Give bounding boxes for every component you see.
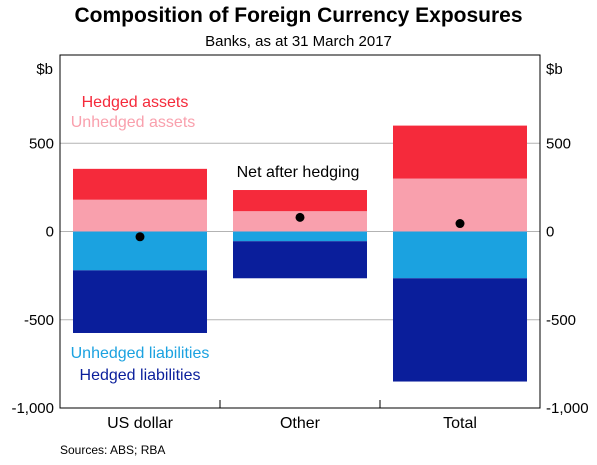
legend-unhedged-assets: Unhedged assets <box>71 114 196 131</box>
plot-frame <box>59 54 541 409</box>
y-tick-label-right: -1,000 <box>546 400 589 417</box>
y-unit-right: $b <box>546 61 563 78</box>
y-tick-label-left: 0 <box>46 224 54 241</box>
net-position-dot <box>135 232 145 242</box>
bar-segment <box>233 241 367 279</box>
bar-segment <box>393 231 527 279</box>
legend-net-after-hedging: Net after hedging <box>237 164 360 181</box>
y-tick-label-right: 0 <box>546 224 554 241</box>
y-tick-label-right: -500 <box>546 312 576 329</box>
bar-segment <box>393 278 527 382</box>
bar-segment <box>73 168 207 200</box>
y-tick-label-left: -500 <box>24 312 54 329</box>
legend-hedged-liabilities: Hedged liabilities <box>80 367 201 384</box>
legend-unhedged-liabilities: Unhedged liabilities <box>71 345 210 362</box>
bar-segment <box>233 231 367 242</box>
chart-source: Sources: ABS; RBA <box>60 443 166 457</box>
y-tick-label-right: 500 <box>546 135 571 152</box>
x-category-label: Total <box>443 415 477 432</box>
x-category-label: Other <box>280 415 321 432</box>
x-category-label: US dollar <box>107 415 173 432</box>
chart-title: Composition of Foreign Currency Exposure… <box>74 4 523 27</box>
legend-hedged-assets: Hedged assets <box>82 94 189 111</box>
bar-segment <box>73 270 207 333</box>
bar-segment <box>233 190 367 212</box>
y-tick-label-left: 500 <box>29 135 54 152</box>
bar-segment <box>393 125 527 179</box>
net-position-dot <box>455 219 465 229</box>
chart-subtitle: Banks, as at 31 March 2017 <box>205 33 392 50</box>
bar-segment <box>73 199 207 232</box>
y-tick-label-left: -1,000 <box>11 400 54 417</box>
y-unit-left: $b <box>36 61 53 78</box>
net-position-dot <box>295 212 305 222</box>
